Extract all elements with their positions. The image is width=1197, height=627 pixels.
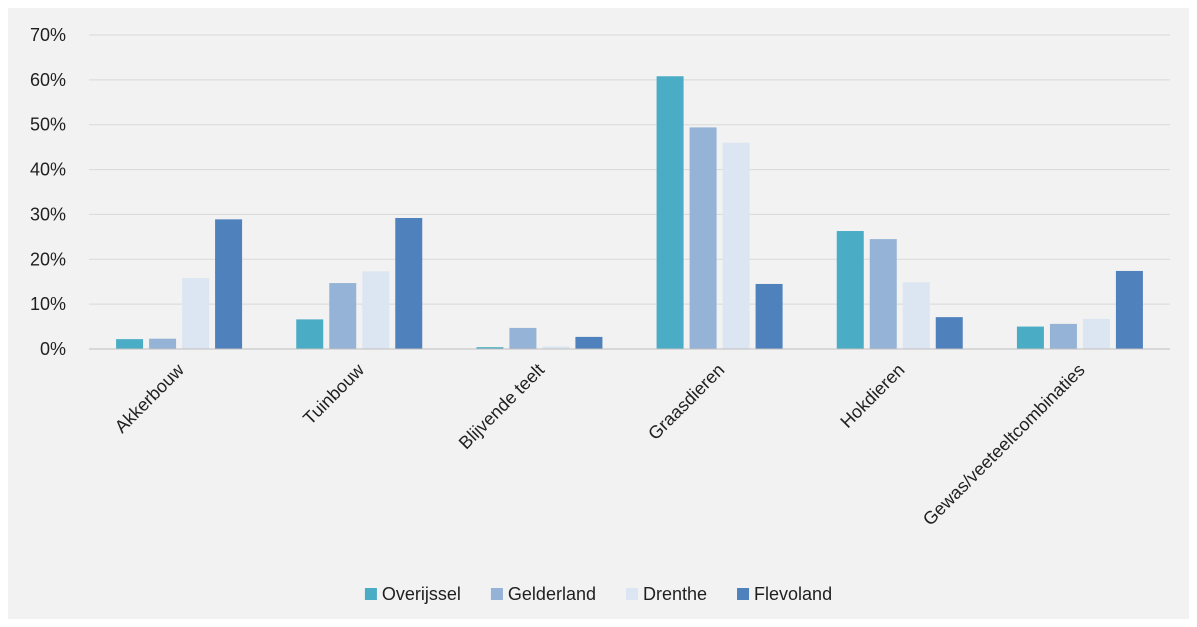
bar-overijssel-5 <box>1016 326 1044 349</box>
bar-gelderland-0 <box>149 338 177 349</box>
bars <box>116 76 1143 350</box>
y-tick-label: 50% <box>30 115 66 135</box>
x-tick-label: Hokdieren <box>836 360 908 432</box>
bar-overijssel-4 <box>836 231 864 349</box>
legend-label-flevoland: Flevoland <box>754 584 832 604</box>
legend-label-overijssel: Overijssel <box>382 584 461 604</box>
bar-flevoland-4 <box>935 317 963 349</box>
bar-gelderland-1 <box>329 283 357 349</box>
bar-flevoland-2 <box>575 336 603 349</box>
x-tick-label: Akkerbouw <box>111 359 189 437</box>
legend: Overijssel Gelderland Drenthe Flevoland <box>364 584 832 604</box>
y-axis-ticks: 0% 10% 20% 30% 40% 50% 60% 70% <box>30 25 66 359</box>
legend-swatch-drenthe <box>625 588 638 600</box>
bar-gelderland-4 <box>869 239 897 349</box>
bar-overijssel-2 <box>476 347 504 349</box>
legend-swatch-overijssel <box>364 588 377 600</box>
bar-drenthe-4 <box>902 282 930 349</box>
y-tick-label: 40% <box>30 160 66 180</box>
bar-drenthe-2 <box>542 346 570 349</box>
y-tick-label: 60% <box>30 70 66 90</box>
y-tick-label: 70% <box>30 25 66 45</box>
y-tick-label: 30% <box>30 204 66 224</box>
x-tick-label: Tuinbouw <box>299 359 369 429</box>
bar-flevoland-5 <box>1115 270 1143 349</box>
legend-swatch-flevoland <box>737 588 750 600</box>
x-axis-labels: Akkerbouw Tuinbouw Blijvende teelt Graasdie… <box>111 359 1089 529</box>
y-tick-label: 10% <box>30 294 66 314</box>
bar-drenthe-5 <box>1082 318 1110 349</box>
bar-gelderland-3 <box>689 127 717 349</box>
x-tick-label: Graasdieren <box>644 360 728 444</box>
legend-label-drenthe: Drenthe <box>643 584 707 604</box>
bar-overijssel-0 <box>116 339 144 349</box>
bar-gelderland-2 <box>509 327 537 349</box>
bar-overijssel-3 <box>656 76 684 350</box>
bar-drenthe-1 <box>362 271 390 349</box>
chart-area: 0% 10% 20% 30% 40% 50% 60% 70% Akkerbouw Tuinbou… <box>8 8 1189 619</box>
x-tick-label: Gewas/veeteeltcombinaties <box>919 360 1089 530</box>
chart-caption-strip <box>0 0 1197 8</box>
gridlines <box>89 34 1170 305</box>
x-tick-label: Blijvende teelt <box>455 360 548 453</box>
bar-gelderland-5 <box>1049 323 1077 349</box>
y-tick-label: 20% <box>30 249 66 269</box>
y-tick-label: 0% <box>40 339 66 359</box>
bar-flevoland-0 <box>215 219 243 349</box>
bar-flevoland-1 <box>395 218 423 349</box>
bar-chart: 0% 10% 20% 30% 40% 50% 60% 70% Akkerbouw Tuinbou… <box>30 25 1170 604</box>
bar-drenthe-0 <box>182 278 210 349</box>
bar-flevoland-3 <box>755 283 783 349</box>
legend-swatch-gelderland <box>490 588 503 600</box>
bar-drenthe-3 <box>722 142 750 349</box>
legend-label-gelderland: Gelderland <box>508 584 596 604</box>
bar-overijssel-1 <box>296 319 324 349</box>
